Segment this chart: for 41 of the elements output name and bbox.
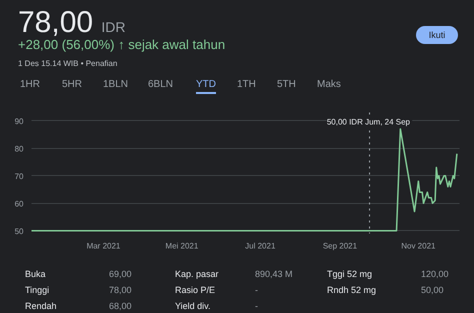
text: Rndh 52 mg	[327, 284, 376, 297]
text: Rasio P/E	[175, 284, 216, 297]
text: Tggi 52 mg	[327, 268, 372, 281]
text: IDR	[101, 19, 126, 35]
text: 5HR	[62, 78, 82, 92]
chart-subtitle: +28,00 (56,00%) ↑ sejak awal tahun	[18, 36, 226, 54]
text: 890,43 M	[255, 268, 293, 281]
text: 78,00	[18, 6, 94, 39]
x-tick-label: Nov 2021	[401, 242, 436, 250]
text: 69,00	[109, 268, 132, 281]
y-tick-label: 50	[14, 226, 24, 236]
text: Ikuti	[416, 26, 458, 44]
ref-line-label: 50,00 IDR Jum, 24 Sep	[326, 118, 411, 126]
text: YTD	[196, 78, 216, 94]
text: 50,00	[421, 284, 444, 297]
y-tick-label: 70	[14, 172, 24, 181]
text: 5TH	[277, 78, 296, 92]
line-series	[32, 128, 458, 232]
text: -	[255, 300, 258, 313]
y-tick-label: 80	[14, 144, 24, 154]
x-tick-label: Mei 2021	[165, 242, 199, 250]
text: 120,00	[421, 268, 449, 281]
text: 68,00	[109, 300, 132, 313]
text: Tinggi	[25, 284, 50, 297]
text: 1HR	[20, 78, 40, 92]
text: 1TH	[237, 78, 256, 92]
text: Yield div.	[175, 300, 211, 313]
x-tick-label: Mar 2021	[86, 242, 121, 250]
text: 6BLN	[148, 78, 174, 92]
y-tick-label: 60	[14, 199, 24, 208]
text: Rendah	[25, 300, 57, 313]
text: 1BLN	[103, 78, 128, 92]
text: 1 Des 15.14 WIB • Penafian	[18, 58, 118, 70]
text: Buka	[25, 268, 46, 281]
y-tick-label: 90	[14, 116, 24, 126]
text: -	[255, 284, 258, 297]
text: Maks	[317, 78, 341, 92]
x-tick-label: Sep 2021	[322, 242, 358, 250]
text: 78,00	[109, 284, 132, 297]
x-tick-label: Jul 2021	[245, 242, 276, 250]
text: Kap. pasar	[175, 268, 219, 281]
